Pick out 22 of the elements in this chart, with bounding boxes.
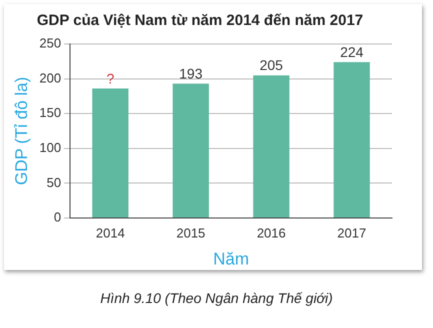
text: Hình 9.10 (Theo Ngân hàng Thế giới)	[99, 290, 334, 306]
bar	[253, 75, 290, 218]
y-tick-label: 150	[39, 105, 62, 120]
bar	[334, 62, 370, 218]
bar	[172, 84, 209, 218]
bar	[92, 88, 128, 218]
y-tick-label: 100	[39, 140, 62, 155]
data-label: 224	[340, 44, 364, 60]
x-tick-label: 2017	[337, 225, 366, 240]
x-axis-title: Năm	[213, 249, 249, 268]
y-axis-title: GDP (Tỉ đô la)	[12, 76, 31, 186]
data-label: ?	[106, 70, 114, 86]
y-tick-label: 200	[39, 70, 62, 86]
x-tick-label: 2015	[176, 225, 206, 240]
x-tick-label: 2016	[256, 225, 286, 240]
y-tick-label: 250	[39, 36, 62, 51]
x-tick-label: 2014	[96, 225, 125, 240]
y-tick-label: 0	[54, 210, 62, 225]
chart-title: GDP của Việt Nam từ năm 2014 đến năm 2017	[36, 12, 364, 30]
y-tick-label: 50	[46, 174, 62, 190]
data-label: 193	[179, 66, 203, 82]
data-label: 205	[260, 57, 284, 74]
